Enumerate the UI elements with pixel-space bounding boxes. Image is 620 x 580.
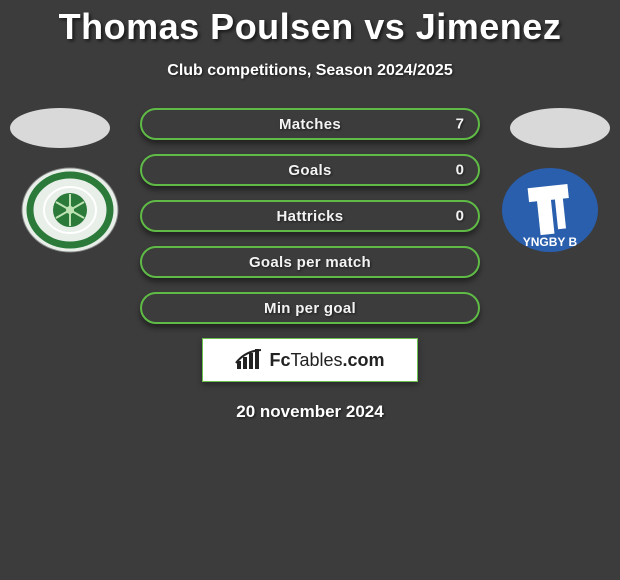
page-subtitle: Club competitions, Season 2024/2025 bbox=[0, 62, 620, 80]
page-title: Thomas Poulsen vs Jimenez bbox=[0, 0, 620, 48]
stat-row: Goals 0 bbox=[140, 154, 480, 186]
stat-value-right: 7 bbox=[456, 116, 464, 133]
brand-rest: Tables bbox=[290, 350, 342, 370]
stat-row: Matches 7 bbox=[140, 108, 480, 140]
stat-label: Hattricks bbox=[277, 208, 344, 225]
club-badge-right: YNGBY B bbox=[500, 166, 600, 254]
brand-strong: Fc bbox=[269, 350, 290, 370]
stat-row: Min per goal bbox=[140, 292, 480, 324]
club-badge-right-icon: YNGBY B bbox=[500, 166, 600, 254]
stat-row: Hattricks 0 bbox=[140, 200, 480, 232]
svg-text:YNGBY B: YNGBY B bbox=[523, 235, 578, 249]
stat-label: Matches bbox=[279, 116, 341, 133]
stat-label: Min per goal bbox=[264, 300, 356, 317]
bars-chart-icon bbox=[235, 349, 263, 371]
brand-suffix: .com bbox=[343, 350, 385, 370]
player-avatar-left bbox=[10, 108, 110, 148]
brand-box[interactable]: FcTables.com bbox=[202, 338, 418, 382]
stat-label: Goals bbox=[288, 162, 331, 179]
stat-row: Goals per match bbox=[140, 246, 480, 278]
club-badge-left bbox=[20, 166, 120, 254]
stat-value-right: 0 bbox=[456, 208, 464, 225]
comparison-panel: YNGBY B Matches 7 Goals 0 Hattricks 0 Go… bbox=[0, 108, 620, 422]
player-avatar-right bbox=[510, 108, 610, 148]
stat-label: Goals per match bbox=[249, 254, 371, 271]
brand-text: FcTables.com bbox=[269, 350, 384, 371]
date-label: 20 november 2024 bbox=[0, 402, 620, 422]
club-badge-left-icon bbox=[20, 166, 120, 254]
stat-bars: Matches 7 Goals 0 Hattricks 0 Goals per … bbox=[140, 108, 480, 324]
stat-value-right: 0 bbox=[456, 162, 464, 179]
